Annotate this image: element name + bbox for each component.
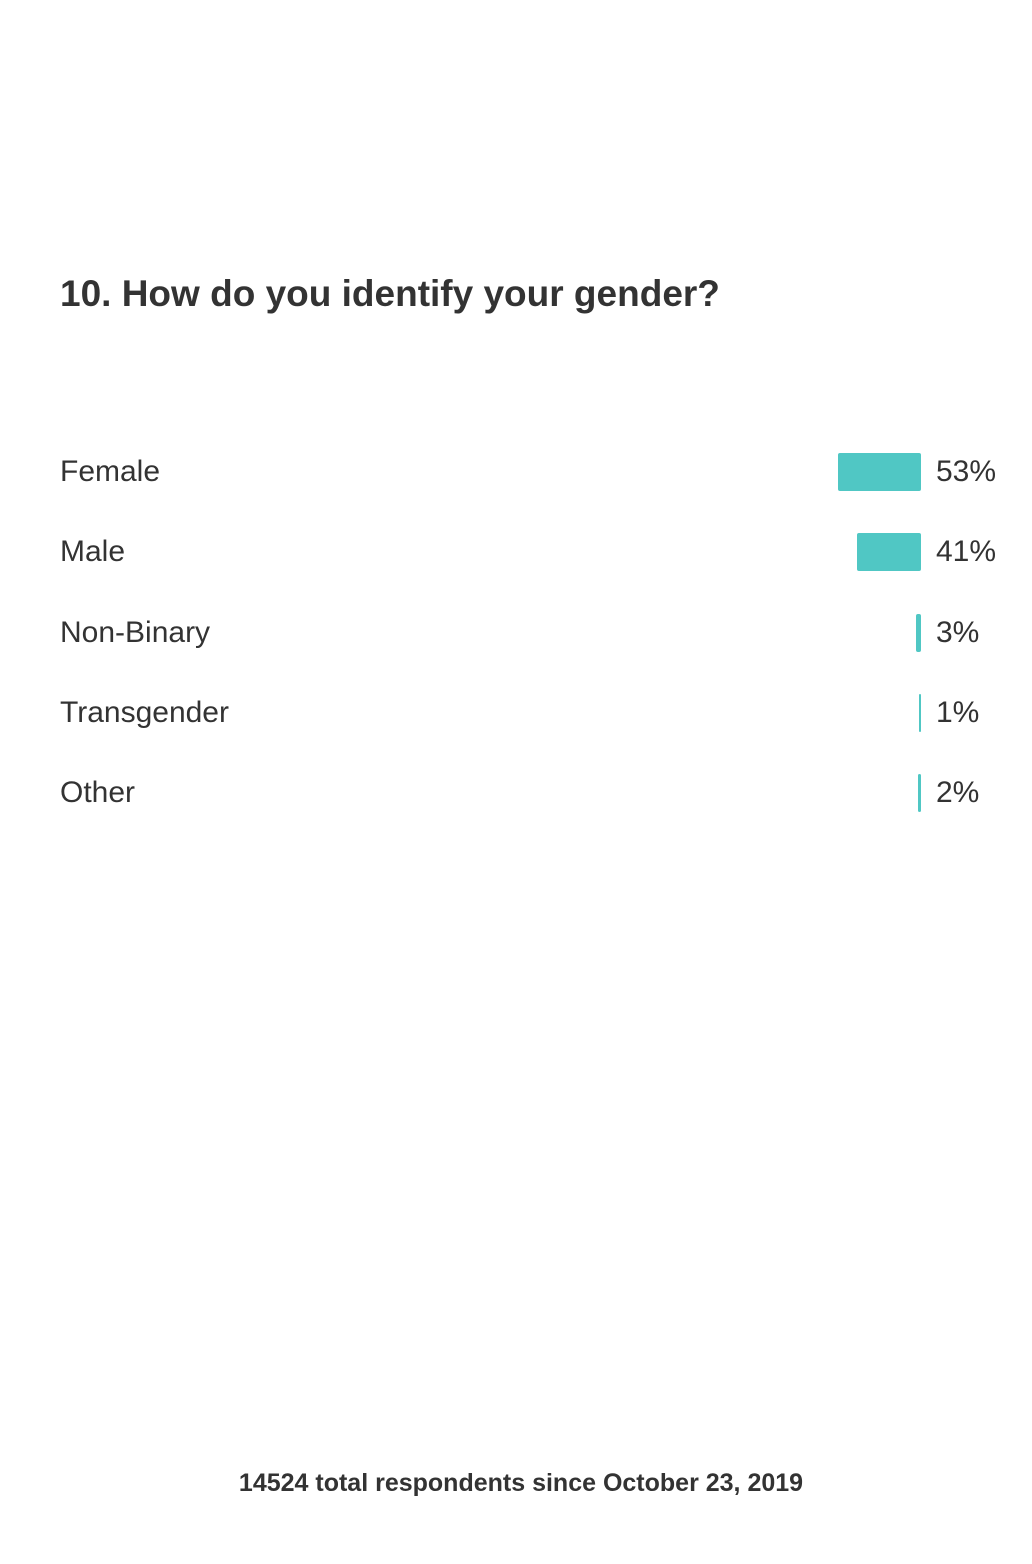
result-row: Non-Binary 3%	[0, 613, 1032, 653]
result-row: Male 41%	[0, 532, 1032, 572]
results-chart: Female 53% Male 41% Non-Binary 3% Transgender 1…	[0, 452, 1032, 813]
result-bar	[918, 774, 921, 812]
result-row: Female 53%	[0, 452, 1032, 492]
percent-label: 3%	[936, 616, 980, 649]
percent-label: 1%	[936, 696, 980, 729]
respondents-footnote: 14524 total respondents since October 23…	[238, 1469, 804, 1497]
category-label: Non-Binary	[60, 616, 211, 649]
question-title: 10. How do you identify your gender?	[60, 273, 720, 314]
category-label: Female	[60, 455, 161, 488]
result-row: Other 2%	[0, 773, 1032, 813]
percent-label: 2%	[936, 776, 980, 809]
result-bar	[919, 694, 921, 732]
category-label: Male	[60, 535, 126, 568]
result-bar	[838, 453, 921, 491]
percent-label: 41%	[936, 535, 997, 568]
result-bar	[857, 533, 921, 571]
result-row: Transgender 1%	[0, 693, 1032, 733]
category-label: Other	[60, 776, 136, 809]
percent-label: 53%	[936, 455, 997, 488]
result-bar	[916, 614, 921, 652]
category-label: Transgender	[60, 696, 229, 729]
